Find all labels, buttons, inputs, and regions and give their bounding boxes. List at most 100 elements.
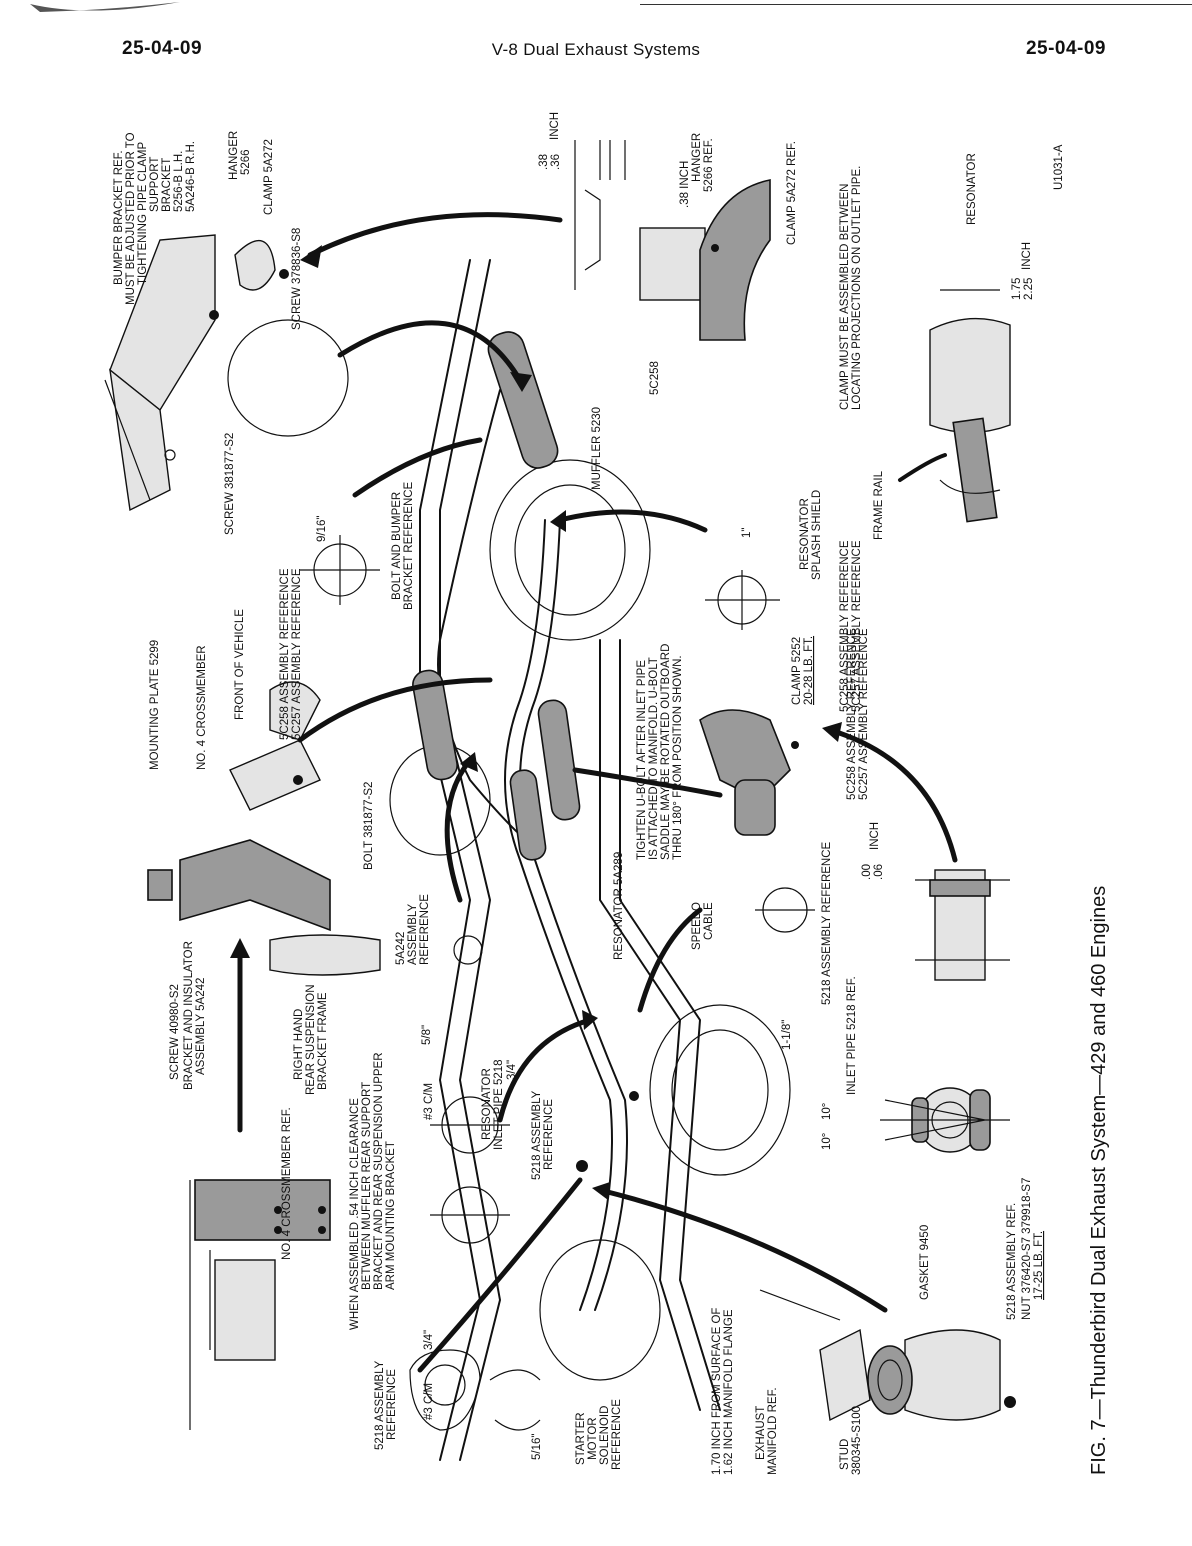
label-ref-5a242-2: ASSEMBLY xyxy=(407,904,419,965)
diagram-labels: BUMPER BRACKET REF. MUST BE ADJUSTED PRI… xyxy=(113,112,1110,1475)
exhaust-diagram: BUMPER BRACKET REF. MUST BE ADJUSTED PRI… xyxy=(104,112,1110,1475)
label-resonator-top: RESONATOR xyxy=(966,153,978,225)
label-three-quarter-a: 3/4" xyxy=(423,1330,435,1350)
label-clamp-between-1: CLAMP MUST BE ASSEMBLED BETWEEN xyxy=(839,184,851,410)
label-no4-cross-ref: NO. 4 CROSSMEMBER REF. xyxy=(281,1107,293,1260)
label-bolt-bumper-2: BRACKET REFERENCE xyxy=(403,481,415,610)
label-hanger: HANGER xyxy=(228,131,240,180)
label-bracket-lh: 5256-B L.H. xyxy=(173,151,185,212)
label-clamp-5252-torque: 20-28 LB. FT. xyxy=(803,636,815,705)
label-starter-3: SOLENOID xyxy=(599,1406,611,1465)
label-ref-5218-d: 5218 ASSEMBLY REF. xyxy=(1006,1203,1018,1320)
label-ref-5218-b1: 5218 ASSEMBLY xyxy=(531,1090,543,1180)
label-bracket-insulator-2: ASSEMBLY 5A242 xyxy=(195,978,207,1075)
page-number-left: 25-04-09 xyxy=(122,38,203,59)
label-ten-deg-a: 10° xyxy=(821,1133,833,1150)
label-screw-40980: SCREW 40980-S2 xyxy=(169,984,181,1080)
label-clearance-2: BETWEEN MUFFLER REAR SUPPORT xyxy=(361,1082,373,1290)
label-support: SUPPORT xyxy=(149,157,161,212)
label-manifold-flange-2: 1.62 INCH MANIFOLD FLANGE xyxy=(723,1309,735,1475)
resonator-frame-detail xyxy=(929,289,1011,523)
label-ref-5c257-b: 5C257 ASSEMBLY REFERENCE xyxy=(851,540,863,712)
label-hanger-ref-num: 5266 REF. xyxy=(703,138,715,192)
label-stud-2: 380345-S100 xyxy=(851,1406,863,1475)
label-one-one-eighth: 1-1/8" xyxy=(781,1020,793,1050)
page-number-right: 25-04-09 xyxy=(1025,38,1106,59)
label-three-cm-a: #3 C/M xyxy=(423,1383,435,1420)
label-tighten-3: SADDLE MAY BE ROTATED OUTBOARD xyxy=(660,644,672,860)
label-bolt-381877: BOLT 381877-S2 xyxy=(363,782,375,870)
label-clamp-5a272: CLAMP 5A272 xyxy=(263,139,275,215)
label-ref-5c258-c: 5C258 ASSEMBLY REFERENCE xyxy=(846,628,858,800)
label-clearance-1: WHEN ASSEMBLED .54 INCH CLEARANCE xyxy=(349,1098,361,1330)
label-clamp-5252: CLAMP 5252 xyxy=(791,637,803,705)
manifold-flange-detail xyxy=(759,1289,1016,1422)
label-screw-381877: SCREW 381877-S2 xyxy=(224,433,236,535)
label-speedo-2: CABLE xyxy=(703,902,715,940)
label-rh-susp-2: REAR SUSPENSION xyxy=(305,984,317,1095)
label-tighten-1: TIGHTEN U-BOLT AFTER INLET PIPE xyxy=(636,660,648,860)
label-ref-5218-b2: REFERENCE xyxy=(543,1099,555,1170)
label-nine-sixteenths: 9/16" xyxy=(316,516,328,542)
hanger-detail xyxy=(574,140,771,341)
label-starter-1: STARTER xyxy=(575,1412,587,1465)
label-frame-rail: FRAME RAIL xyxy=(873,470,885,540)
label-inch-225: 2.25 xyxy=(1023,278,1035,300)
label-bumper-bracket: BUMPER BRACKET REF. xyxy=(113,150,125,285)
label-ten-deg-b: 10° xyxy=(821,1103,833,1120)
label-tighten-2: IS ATTACHED TO MANIFOLD. U-BOLT xyxy=(648,657,660,860)
label-five-sixteenths: 5/16" xyxy=(531,1434,543,1460)
label-inch-38: .38 xyxy=(538,154,550,170)
label-must-adjust: MUST BE ADJUSTED PRIOR TO xyxy=(125,132,137,305)
label-manifold-flange-1: 1.70 INCH FROM SURFACE OF xyxy=(711,1308,723,1475)
label-gasket: GASKET 9450 xyxy=(919,1225,931,1300)
label-bolt-bumper-1: BOLT AND BUMPER xyxy=(391,492,403,600)
label-clamp-between-2: LOCATING PROJECTIONS ON OUTLET PIPE. xyxy=(851,166,863,410)
main-assembly-drawing xyxy=(389,259,791,1461)
label-three-cm-b: #3 C/M xyxy=(423,1083,435,1120)
label-starter-4: REFERENCE xyxy=(611,1399,623,1470)
label-inch-word-1: INCH xyxy=(549,112,561,140)
label-inch-38-b: .38 INCH xyxy=(679,161,691,208)
label-mounting-plate: MOUNTING PLATE 5299 xyxy=(149,640,161,770)
label-figure-id: U1031-A xyxy=(1053,144,1065,190)
label-stud-1: STUD xyxy=(839,1439,851,1470)
label-clearance-4: ARM MOUNTING BRACKET xyxy=(385,1141,397,1290)
clamp-5252-detail xyxy=(699,709,799,836)
label-ref-5218-c1: 5218 ASSEMBLY xyxy=(374,1360,386,1450)
label-three-quarter-b: 3/4" xyxy=(506,1060,518,1080)
label-muffler: MUFFLER 5230 xyxy=(591,407,603,490)
label-front-of-vehicle: FRONT OF VEHICLE xyxy=(234,609,246,720)
crossmember-bracket-detail xyxy=(147,681,381,976)
label-inch-06: .06 xyxy=(873,864,885,880)
section-views xyxy=(300,535,815,1244)
label-inch-175: 1.75 xyxy=(1011,278,1023,300)
label-nut-torque: 17-25 LB. FT. xyxy=(1033,1231,1045,1300)
label-exhaust-manifold-2: MANIFOLD REF. xyxy=(767,1387,779,1475)
label-bracket-insulator-1: BRACKET AND INSULATOR xyxy=(183,941,195,1090)
label-inch-00: .00 xyxy=(861,864,873,880)
label-ref-5218-a: 5218 ASSEMBLY REFERENCE xyxy=(821,841,833,1005)
label-tightening-clamp: TIGHTENING PIPE CLAMP xyxy=(137,142,149,285)
label-ref-5a242-1: 5A242 xyxy=(395,932,407,965)
inlet-pipe-detail xyxy=(915,869,1010,981)
scan-smudge xyxy=(30,0,180,20)
label-bracket-rh: 5A246-B R.H. xyxy=(185,141,197,212)
label-resonator-5a289: RESONATOR 5A289 xyxy=(613,852,625,960)
label-clamp-5a272-ref: CLAMP 5A272 REF. xyxy=(786,141,798,245)
label-ref-5c258-a: 5C258 ASSEMBLY REFERENCE xyxy=(279,568,291,740)
label-ref-5c258-b: 5C258 ASSEMBLY REFERENCE xyxy=(839,540,851,712)
label-rh-susp-3: BRACKET FRAME xyxy=(317,992,329,1090)
crossmember-ref-detail xyxy=(189,1179,331,1430)
label-res-inlet-2: INLET PIPE 5218 xyxy=(493,1059,505,1150)
label-hanger-ref: HANGER xyxy=(691,133,703,182)
label-one-inch: 1" xyxy=(741,528,753,538)
pointer-arrows xyxy=(230,212,958,1373)
label-no4-crossmember: NO. 4 CROSSMEMBER xyxy=(196,645,208,770)
label-hanger-num: 5266 xyxy=(240,149,252,175)
bumper-bracket-detail xyxy=(104,234,349,512)
label-tighten-4: THRU 180° FROM POSITION SHOWN. xyxy=(672,655,684,860)
label-rh-susp-1: RIGHT HAND xyxy=(293,1009,305,1080)
label-resonator-shield-1: RESONATOR xyxy=(799,498,811,570)
label-exhaust-manifold-1: EXHAUST xyxy=(755,1406,767,1460)
